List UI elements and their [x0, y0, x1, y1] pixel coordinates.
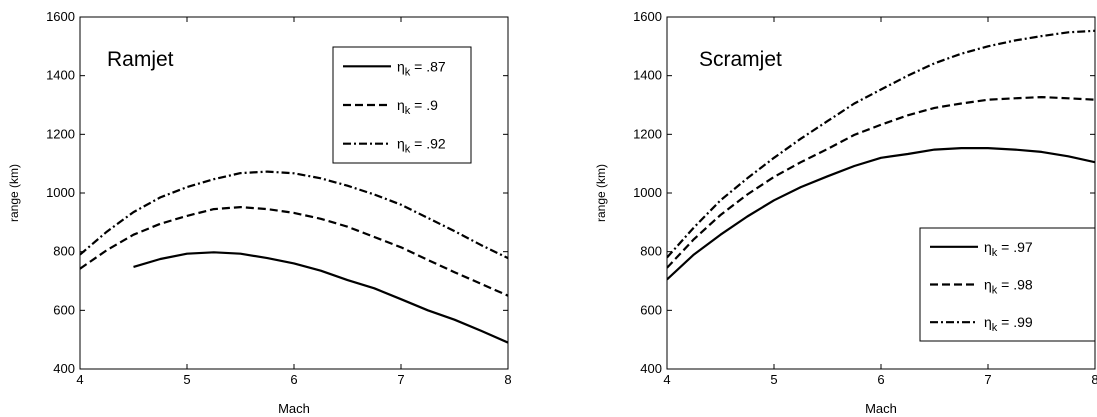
x-tick-label: 8 — [1091, 372, 1097, 387]
y-axis-label: range (km) — [7, 164, 21, 222]
legend-value: = .9 — [410, 97, 438, 113]
y-tick-label: 1000 — [46, 185, 75, 200]
legend-symbol: η — [397, 97, 405, 113]
x-axis-label: Mach — [865, 401, 897, 416]
x-tick-label: 7 — [397, 372, 404, 387]
y-tick-label: 1400 — [633, 68, 662, 83]
y-tick-label: 400 — [53, 361, 75, 376]
y-tick-label: 1000 — [633, 185, 662, 200]
legend-value: = .97 — [997, 239, 1033, 255]
legend-symbol: η — [397, 58, 405, 74]
series-line — [80, 206, 508, 297]
x-axis-label: Mach — [278, 401, 310, 416]
y-tick-label: 1200 — [46, 126, 75, 141]
x-tick-label: 5 — [770, 372, 777, 387]
legend-label: ηk = .97 — [984, 239, 1033, 259]
legend-value: = .87 — [410, 58, 446, 74]
scramjet-chart: 4 5 6 7 8 400 600 800 1000 1200 1400 1600 Mach range … — [594, 9, 1097, 416]
legend-label: ηk = .98 — [984, 277, 1033, 297]
x-tick-label: 4 — [663, 372, 670, 387]
x-tick-label: 6 — [290, 372, 297, 387]
series-line — [80, 170, 508, 260]
series-group — [80, 170, 508, 344]
y-tick-label: 1600 — [46, 9, 75, 24]
chart-title: Ramjet — [107, 48, 174, 71]
x-tick-label: 6 — [877, 372, 884, 387]
x-tick-label: 4 — [76, 372, 83, 387]
series-line — [667, 147, 1095, 281]
y-tick-label: 600 — [640, 302, 662, 317]
legend-value: = .92 — [410, 136, 446, 152]
legend-subscript: k — [405, 144, 411, 156]
legend-value: = .98 — [997, 277, 1033, 293]
legend-symbol: η — [397, 136, 405, 152]
x-tick-label: 5 — [183, 372, 190, 387]
y-tick-label: 800 — [53, 244, 75, 259]
y-tick-label: 600 — [53, 302, 75, 317]
legend-subscript: k — [405, 66, 411, 78]
x-tick-label: 7 — [984, 372, 991, 387]
series-line — [667, 95, 1095, 269]
y-tick-label: 800 — [640, 244, 662, 259]
y-tick-label: 1400 — [46, 68, 75, 83]
legend-label: ηk = .9 — [397, 97, 438, 117]
series-group — [667, 29, 1095, 281]
x-tick-label: 8 — [504, 372, 511, 387]
legend-symbol: η — [984, 239, 992, 255]
ramjet-chart: 4 5 6 7 8 400 600 800 1000 1200 1400 1600 Mach range … — [7, 9, 512, 416]
legend-label: ηk = .92 — [397, 136, 446, 156]
y-tick-label: 400 — [640, 361, 662, 376]
legend-symbol: η — [984, 277, 992, 293]
y-axis-label: range (km) — [594, 164, 608, 222]
series-line — [133, 251, 508, 344]
legend-subscript: k — [405, 105, 411, 117]
legend-label: ηk = .87 — [397, 58, 446, 78]
y-tick-label: 1200 — [633, 126, 662, 141]
legend-subscript: k — [992, 247, 998, 259]
chart-title: Scramjet — [699, 48, 782, 71]
legend-value: = .99 — [997, 314, 1033, 330]
legend-label: ηk = .99 — [984, 314, 1033, 334]
legend-subscript: k — [992, 322, 998, 334]
legend-subscript: k — [992, 285, 998, 297]
y-tick-label: 1600 — [633, 9, 662, 24]
legend-symbol: η — [984, 314, 992, 330]
series-line — [667, 29, 1095, 259]
